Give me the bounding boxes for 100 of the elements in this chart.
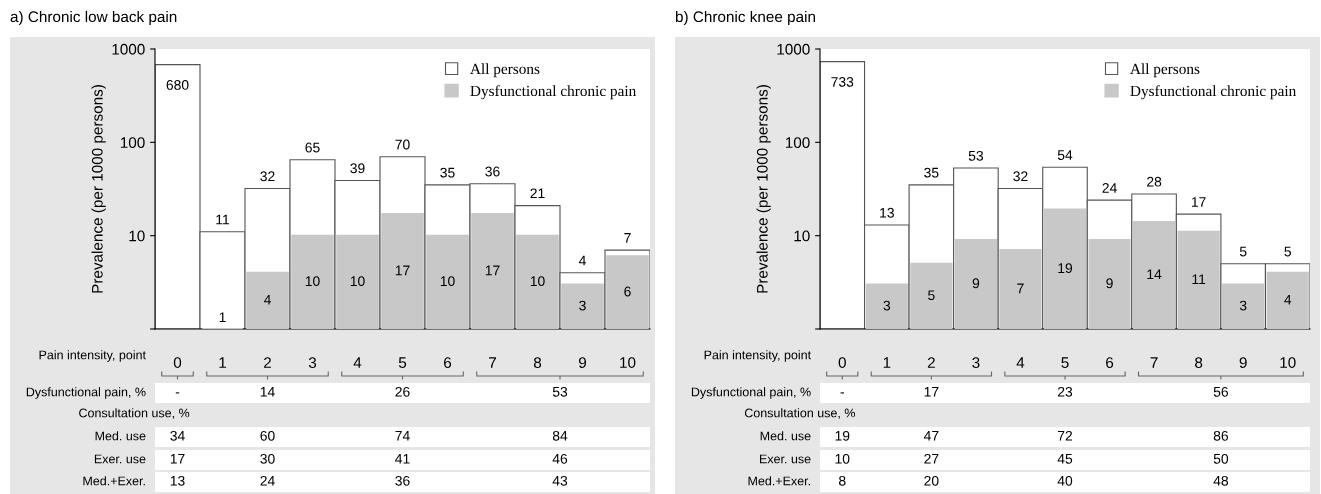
data-label: 11 — [216, 214, 230, 225]
text: Med. use — [95, 431, 146, 441]
x-tick-label: 8 — [1195, 357, 1203, 368]
data-label: 680 — [166, 80, 189, 90]
text: 72 — [1057, 430, 1073, 441]
text: 20 — [924, 475, 939, 486]
y-tick-label: 10 — [129, 230, 145, 242]
chart-title: b) Chronic knee pain — [675, 10, 815, 26]
data-label: 3 — [883, 300, 891, 311]
text: 48 — [1213, 475, 1229, 486]
text: 17 — [924, 387, 939, 397]
text: 19 — [835, 430, 850, 441]
text: - — [175, 392, 180, 394]
text: 27 — [924, 453, 939, 464]
text: 60 — [260, 430, 275, 441]
data-label: 7 — [1017, 283, 1024, 294]
data-label: 14 — [1147, 269, 1162, 280]
text: Consultation use, % — [744, 408, 855, 419]
text: 24 — [260, 475, 275, 486]
x-tick-label: 2 — [264, 357, 271, 368]
text: Dysfunctional pain, % — [26, 387, 146, 399]
data-label: 4 — [578, 255, 586, 266]
text: 8 — [839, 475, 846, 486]
text: 13 — [170, 475, 185, 486]
data-label: 9 — [1106, 278, 1113, 289]
x-tick-label: 0 — [173, 357, 182, 368]
data-label: 6 — [624, 286, 631, 297]
data-label: 21 — [530, 188, 545, 199]
x-tick-label: 10 — [1280, 357, 1296, 368]
x-tick-label: 1 — [883, 357, 891, 368]
text: 10 — [835, 453, 850, 464]
text: 86 — [1213, 430, 1229, 441]
x-axis-title: Pain intensity, point — [39, 350, 146, 362]
x-tick-label: 2 — [927, 357, 935, 368]
data-label: 17 — [1191, 197, 1206, 207]
x-tick-label: 5 — [1061, 357, 1069, 368]
data-label: 36 — [485, 166, 500, 177]
data-label: 32 — [260, 171, 275, 182]
text: Exer. use — [94, 454, 146, 464]
text: Dysfunctional pain, % — [691, 387, 811, 399]
data-label: 3 — [1239, 300, 1247, 311]
y-tick-label: 100 — [120, 137, 145, 149]
data-label: 1 — [219, 312, 226, 322]
text: 34 — [170, 430, 185, 441]
data-label: 32 — [1013, 171, 1028, 182]
text: 56 — [1213, 386, 1229, 397]
x-tick-label: 4 — [1016, 357, 1025, 368]
text: 84 — [552, 430, 568, 441]
data-label: 4 — [1284, 294, 1292, 305]
text: 74 — [395, 431, 410, 441]
text: Med.+Exer. — [83, 476, 145, 486]
x-tick-label: 7 — [1150, 357, 1158, 368]
legend-label: Dysfunctional chronic pain — [470, 85, 637, 100]
x-tick-label: 9 — [1239, 357, 1247, 368]
x-tick-label: 3 — [972, 357, 980, 368]
x-tick-label: 6 — [1106, 357, 1114, 368]
text: 30 — [260, 453, 275, 464]
text: 45 — [1057, 454, 1073, 464]
data-label: 65 — [305, 142, 320, 153]
data-label: 24 — [1102, 183, 1117, 193]
text: 47 — [923, 431, 939, 441]
x-tick-label: 4 — [353, 357, 362, 368]
data-label: 54 — [1057, 150, 1073, 160]
x-tick-label: 10 — [620, 357, 636, 368]
data-label: 3 — [579, 300, 586, 311]
x-tick-label: 5 — [398, 357, 407, 368]
data-label: 11 — [1192, 274, 1206, 284]
text: - — [840, 392, 844, 394]
data-label: 5 — [928, 290, 935, 301]
y-axis-title: Prevalence (per 1000 persons) — [91, 85, 106, 293]
x-tick-label: 1 — [219, 357, 226, 368]
data-label: 733 — [831, 76, 854, 87]
data-label: 10 — [305, 276, 320, 287]
y-tick-label: 100 — [785, 137, 810, 149]
data-label: 53 — [968, 150, 984, 161]
y-tick-label: 10 — [794, 230, 810, 242]
x-tick-label: 7 — [489, 357, 496, 368]
y-tick-label: 1000 — [112, 43, 145, 55]
data-label: 7 — [624, 233, 631, 243]
text: 50 — [1213, 453, 1229, 464]
data-label: 17 — [485, 265, 500, 276]
y-tick-label: 1000 — [777, 43, 810, 55]
x-tick-label: 8 — [533, 357, 542, 368]
text: 23 — [1057, 386, 1073, 397]
data-label: 9 — [972, 278, 980, 289]
legend-label: All persons — [1130, 63, 1200, 78]
data-label: 35 — [924, 167, 939, 178]
text: Med. use — [760, 431, 811, 441]
data-label: 10 — [530, 276, 545, 287]
text: 36 — [395, 475, 410, 486]
legend-label: All persons — [470, 63, 540, 78]
text: 17 — [170, 454, 185, 464]
data-label: 70 — [395, 139, 410, 150]
text: Consultation use, % — [79, 408, 190, 419]
text: 14 — [260, 387, 275, 397]
text: Exer. use — [760, 454, 811, 464]
data-label: 17 — [395, 265, 410, 276]
data-label: 39 — [350, 163, 365, 174]
text: 40 — [1057, 475, 1073, 486]
data-label: 19 — [1058, 263, 1073, 274]
